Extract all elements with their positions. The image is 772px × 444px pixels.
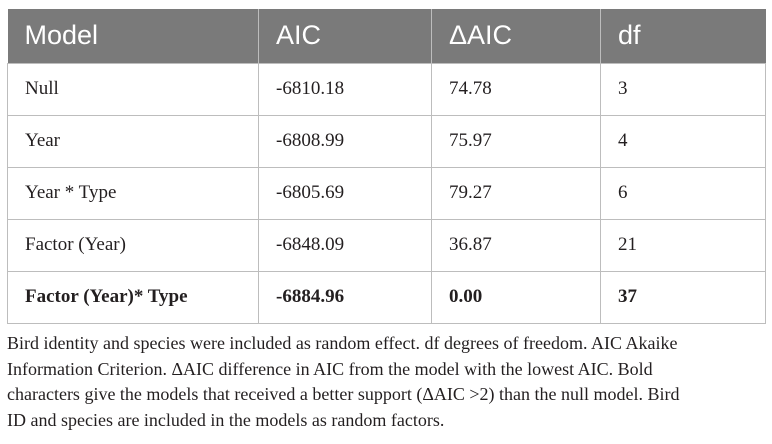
cell-delta-aic: 0.00 bbox=[431, 270, 601, 324]
cell-aic: -6810.18 bbox=[258, 62, 432, 116]
cell-df: 3 bbox=[600, 62, 766, 116]
cell-df: 4 bbox=[600, 114, 766, 168]
footnote-line: ID and species are included in the model… bbox=[7, 409, 445, 430]
cell-model: Factor (Year) bbox=[7, 218, 259, 272]
footnote-line: Bird identity and species were included … bbox=[7, 333, 678, 353]
cell-delta-aic: 36.87 bbox=[431, 218, 601, 272]
cell-delta-aic: 75.97 bbox=[431, 114, 601, 168]
cell-delta-aic: 74.78 bbox=[431, 62, 601, 116]
table-header: Model AIC ΔAIC df bbox=[7, 9, 766, 63]
header-row: Model AIC ΔAIC df bbox=[7, 9, 766, 63]
cell-delta-aic: 79.27 bbox=[431, 166, 601, 220]
header-delta-aic: ΔAIC bbox=[431, 9, 601, 63]
table-row: Null -6810.18 74.78 3 bbox=[7, 62, 766, 116]
cell-model: Factor (Year)* Type bbox=[7, 270, 259, 324]
model-comparison-table-container: Model AIC ΔAIC df Null -6810.18 74.78 3 … bbox=[7, 9, 766, 324]
cell-aic: -6808.99 bbox=[258, 114, 432, 168]
table-body: Null -6810.18 74.78 3 Year -6808.99 75.9… bbox=[7, 62, 766, 324]
table-row-best-model: Factor (Year)* Type -6884.96 0.00 37 bbox=[7, 270, 766, 324]
cell-df: 21 bbox=[600, 218, 766, 272]
table-row: Factor (Year) -6848.09 36.87 21 bbox=[7, 218, 766, 272]
cell-model: Year bbox=[7, 114, 259, 168]
cell-df: 37 bbox=[600, 270, 766, 324]
footnote-line: characters give the models that received… bbox=[7, 384, 680, 404]
cell-model: Year * Type bbox=[7, 166, 259, 220]
footnote-line: Information Criterion. ΔAIC difference i… bbox=[7, 358, 653, 379]
cell-aic: -6805.69 bbox=[258, 166, 432, 220]
table-row: Year * Type -6805.69 79.27 6 bbox=[7, 166, 766, 220]
header-model: Model bbox=[7, 9, 259, 63]
table-footnote: Bird identity and species were included … bbox=[7, 331, 767, 433]
cell-aic: -6884.96 bbox=[258, 270, 432, 324]
header-aic: AIC bbox=[258, 9, 432, 63]
model-comparison-table: Model AIC ΔAIC df Null -6810.18 74.78 3 … bbox=[7, 9, 766, 324]
cell-model: Null bbox=[7, 62, 259, 116]
table-row: Year -6808.99 75.97 4 bbox=[7, 114, 766, 168]
cell-df: 6 bbox=[600, 166, 766, 220]
header-df: df bbox=[600, 9, 766, 63]
cell-aic: -6848.09 bbox=[258, 218, 432, 272]
